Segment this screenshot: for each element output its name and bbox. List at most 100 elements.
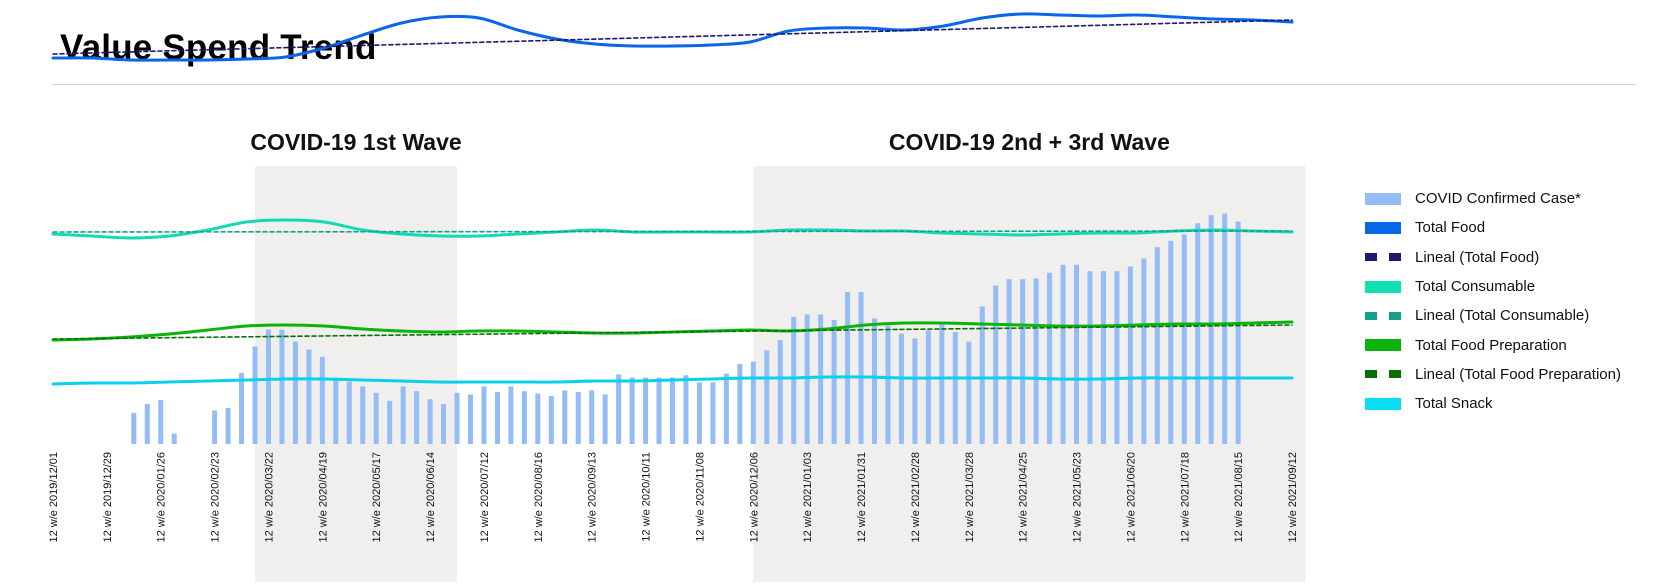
case-bar: [252, 346, 258, 444]
x-tick-label: 12 w/e 2021/03/28: [964, 452, 976, 543]
x-tick-label: 12 w/e 2020/05/17: [371, 452, 383, 543]
case-bar: [239, 372, 245, 444]
case-bar: [346, 381, 352, 444]
x-tick-label: 12 w/e 2020/08/16: [533, 452, 545, 543]
x-tick-label: 12 w/e 2021/05/23: [1072, 452, 1084, 543]
case-bar: [670, 377, 675, 444]
case-bar: [696, 382, 702, 444]
case-bar: [521, 391, 527, 444]
x-tick-label: 12 w/e 2019/12/29: [102, 452, 114, 543]
legend-swatch: [1365, 251, 1401, 263]
x-tick-label: 12 w/e 2020/11/08: [694, 452, 706, 542]
case-bar: [764, 350, 770, 444]
case-bar: [319, 356, 325, 444]
legend-label: Total Consumable: [1415, 278, 1536, 296]
x-tick-label: 12 w/e 2020/07/12: [479, 452, 491, 543]
title-divider: [52, 84, 1636, 85]
case-bar: [292, 341, 298, 444]
case-bar: [1114, 271, 1120, 444]
x-tick-label: 12 w/e 2021/01/03: [802, 452, 814, 543]
x-tick-label: 12 w/e 2020/10/11: [641, 452, 653, 542]
case-bar: [265, 329, 271, 444]
case-bar: [993, 285, 999, 444]
legend-label: Total Food Preparation: [1415, 336, 1567, 354]
case-bar: [306, 349, 312, 444]
case-bar: [858, 292, 864, 444]
legend-item: Total Snack: [1365, 389, 1621, 418]
case-bar: [158, 400, 164, 444]
case-bar: [508, 386, 514, 444]
legend-swatch: [1365, 339, 1401, 352]
case-bar: [1060, 264, 1066, 444]
series-lineal-total-consumable: [52, 230, 1293, 233]
case-bar: [454, 392, 460, 444]
legend-item: Lineal (Total Consumable): [1365, 301, 1621, 330]
case-bar: [212, 410, 218, 444]
case-bar: [414, 391, 420, 444]
case-bar: [1208, 215, 1214, 444]
case-bar: [360, 386, 366, 444]
case-bar: [643, 377, 649, 444]
x-tick-label: 12 w/e 2020/09/13: [587, 452, 599, 543]
legend-swatch: [1365, 368, 1401, 380]
legend-item: COVID Confirmed Case*: [1365, 184, 1621, 213]
case-bar: [131, 412, 137, 444]
x-tick-label: 12 w/e 2020/04/19: [317, 452, 329, 543]
period-label-1: COVID-19 1st Wave: [250, 129, 461, 155]
case-bar: [939, 324, 945, 444]
case-bar: [952, 332, 958, 444]
x-tick-label: 12 w/e 2020/03/22: [263, 452, 275, 543]
case-bar: [1127, 266, 1133, 444]
x-tick-label: 12 w/e 2021/04/25: [1018, 452, 1030, 543]
series-total-food: [51, 12, 1294, 62]
series-lineal-total-food: [52, 19, 1293, 55]
legend-item: Total Food: [1365, 213, 1621, 242]
case-bar: [171, 433, 177, 444]
x-tick-label: 12 w/e 2020/01/26: [156, 452, 168, 543]
series-lineal-total-food-preparation: [52, 324, 1293, 340]
case-bar: [333, 380, 339, 444]
case-bar: [400, 386, 406, 444]
legend-label: COVID Confirmed Case*: [1415, 190, 1581, 208]
case-bar: [791, 316, 797, 444]
case-bar: [1235, 221, 1241, 444]
case-bar: [966, 341, 972, 444]
case-bar: [535, 393, 541, 444]
case-bar: [494, 392, 500, 444]
x-tick-label: 12 w/e 2021/02/28: [910, 452, 922, 543]
case-bar: [1074, 264, 1080, 444]
x-tick-label: 12 w/e 2021/01/31: [856, 452, 868, 543]
case-bar: [602, 394, 608, 444]
legend-item: Lineal (Total Food Preparation): [1365, 360, 1621, 389]
x-tick-label: 12 w/e 2021/06/20: [1125, 452, 1137, 543]
legend-item: Total Consumable: [1365, 272, 1621, 301]
case-bar: [912, 338, 918, 444]
case-bar: [1181, 234, 1187, 444]
case-bar: [481, 386, 487, 444]
case-bar: [279, 329, 285, 444]
value-spend-chart: COVID-19 1st Wave COVID-19 2nd + 3rd Wave…: [48, 12, 1306, 582]
case-bar: [885, 325, 891, 444]
case-bar: [979, 306, 985, 444]
case-bar: [1222, 213, 1228, 444]
case-bar: [225, 408, 231, 444]
legend-swatch: [1365, 310, 1401, 322]
legend-swatch: [1365, 397, 1401, 410]
case-bar: [427, 399, 433, 444]
x-tick-label: 12 w/e 2021/09/12: [1287, 452, 1299, 543]
legend-swatch: [1365, 221, 1401, 234]
case-bar: [441, 404, 447, 444]
case-bar: [845, 292, 851, 444]
case-bar: [1020, 279, 1026, 444]
case-bar: [872, 318, 878, 444]
legend-label: Lineal (Total Food Preparation): [1415, 365, 1621, 383]
case-bar: [750, 361, 756, 444]
case-bar: [373, 392, 379, 444]
case-bar: [1100, 271, 1106, 444]
x-tick-label: 12 w/e 2020/06/14: [425, 452, 437, 543]
case-bar: [562, 390, 568, 444]
case-bar: [575, 392, 581, 444]
case-bar: [777, 340, 783, 444]
case-bar: [629, 377, 635, 444]
case-bar: [898, 333, 904, 444]
